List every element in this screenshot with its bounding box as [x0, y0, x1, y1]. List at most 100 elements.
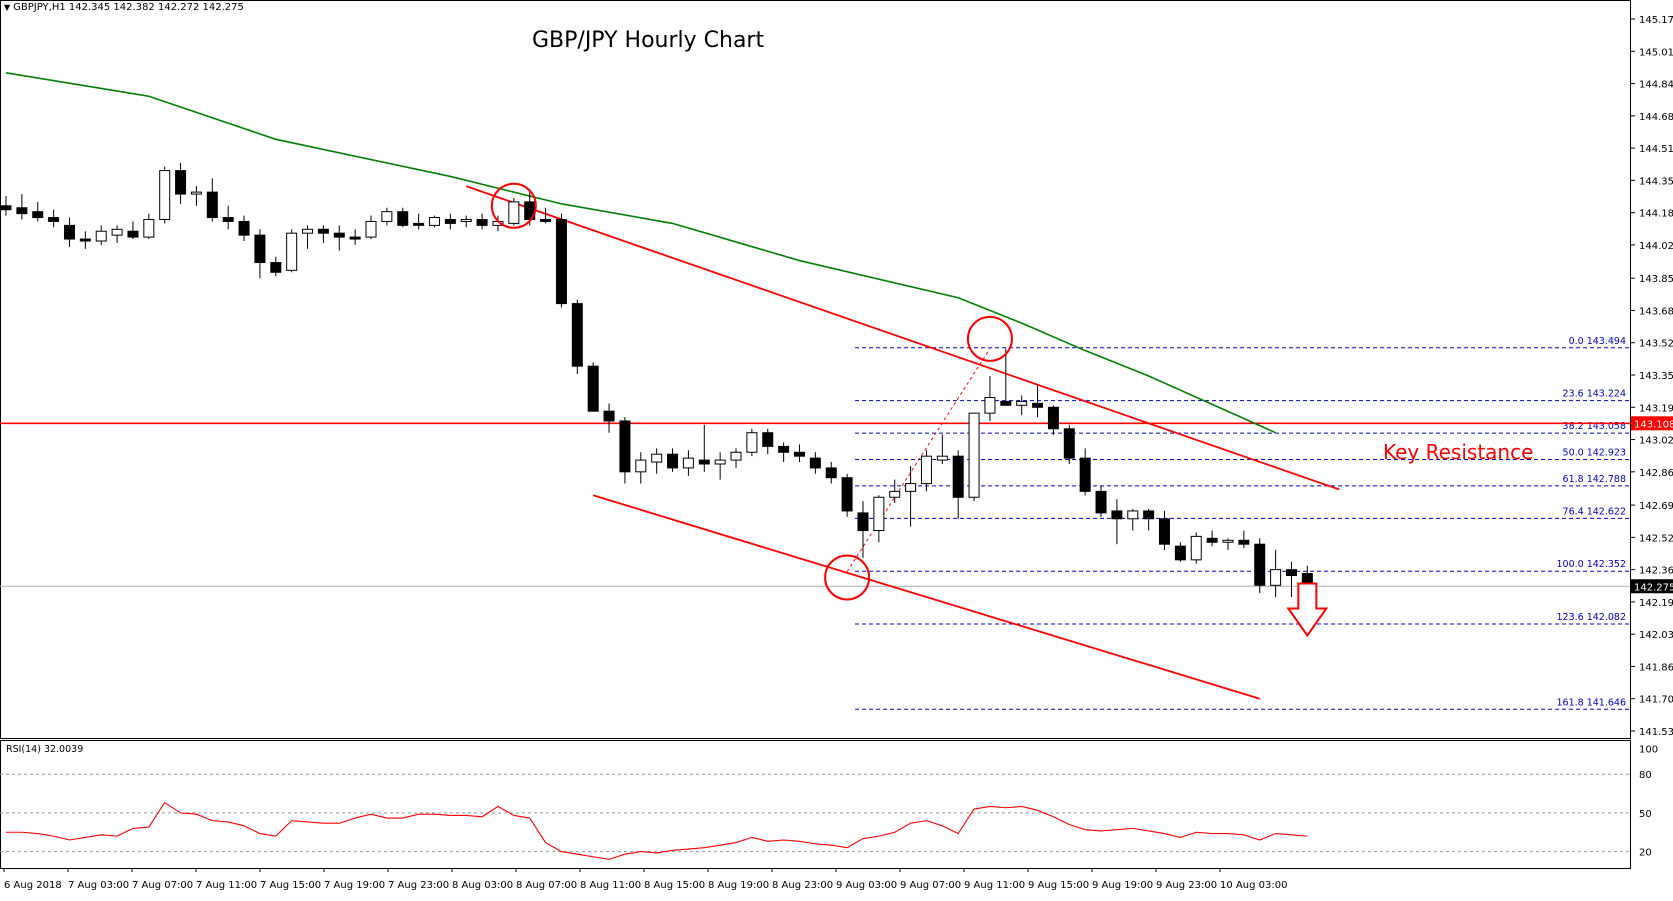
fib-level-label: 50.0 142.923 [1563, 448, 1626, 459]
dropdown-triangle-icon[interactable]: ▼ [4, 3, 11, 12]
candle-up [190, 191, 202, 195]
candle-up [936, 455, 948, 461]
candle-down [1047, 406, 1059, 430]
price-tick-label: 143.355 [1639, 371, 1673, 382]
time-tick-label: 7 Aug 19:00 [324, 880, 385, 891]
fib-level-label: 38.2 143.058 [1563, 421, 1626, 432]
rsi-title: RSI(14) 32.0039 [6, 744, 84, 755]
candle-down [0, 205, 12, 211]
candle-down [222, 217, 234, 222]
price-tick-label: 143.850 [1639, 274, 1673, 285]
candle-up [286, 232, 298, 271]
fib-level-label: 61.8 142.788 [1563, 474, 1626, 485]
price-tick-label: 144.020 [1639, 241, 1673, 252]
candle-up [1016, 400, 1028, 406]
candle-up [984, 396, 996, 414]
candle-up [159, 170, 171, 220]
main-pane-frame [0, 0, 1631, 739]
time-tick-label: 7 Aug 11:00 [196, 880, 257, 891]
resistance-price-badge [1631, 416, 1673, 431]
candle-down [1000, 400, 1012, 406]
candle-up [1222, 539, 1234, 543]
time-tick-label: 8 Aug 11:00 [580, 880, 641, 891]
candle-down [32, 211, 44, 219]
candle-down [175, 170, 187, 195]
time-tick-label: 8 Aug 23:00 [772, 880, 833, 891]
time-tick-label: 8 Aug 19:00 [708, 880, 769, 891]
fib-level-label: 23.6 143.224 [1563, 389, 1626, 400]
candle-down [79, 238, 91, 242]
candle-down [270, 262, 282, 273]
rsi-pane-frame [0, 740, 1631, 869]
time-tick-label: 9 Aug 11:00 [964, 880, 1025, 891]
candle-up [651, 453, 663, 463]
candle-down [1032, 402, 1044, 408]
candle-up [920, 455, 932, 485]
rsi-line [6, 801, 1308, 860]
time-tick-label: 9 Aug 23:00 [1156, 880, 1217, 891]
price-tick-label: 143.025 [1639, 436, 1673, 447]
price-tick-label: 141.700 [1639, 695, 1673, 706]
time-tick-label: 9 Aug 19:00 [1092, 880, 1153, 891]
candle-down [778, 445, 790, 453]
rsi-tick-label: 50 [1639, 809, 1652, 820]
time-tick-label: 7 Aug 03:00 [68, 880, 129, 891]
candle-down [476, 218, 488, 226]
time-tick-label: 9 Aug 15:00 [1028, 880, 1089, 891]
fib-level-label: 161.8 141.646 [1556, 697, 1626, 708]
rsi-tick-label: 20 [1639, 848, 1652, 859]
price-tick-label: 141.535 [1639, 727, 1673, 738]
candle-down [444, 218, 456, 224]
time-tick-label: 9 Aug 03:00 [836, 880, 897, 891]
fib-level-label: 123.6 142.082 [1556, 612, 1626, 623]
candle-up [1270, 569, 1282, 586]
candle-up [746, 432, 758, 453]
candle-down [1254, 543, 1266, 586]
candle-down [857, 512, 869, 532]
price-tick-label: 142.030 [1639, 630, 1673, 641]
candle-down [587, 365, 599, 412]
candle-down [762, 432, 774, 447]
time-tick-label: 9 Aug 07:00 [900, 880, 961, 891]
price-tick-label: 145.010 [1639, 47, 1673, 58]
candle-down [1206, 537, 1218, 543]
candle-down [317, 228, 329, 234]
candle-down [127, 230, 139, 238]
price-tick-label: 144.185 [1639, 209, 1673, 220]
price-tick-label: 144.845 [1639, 80, 1673, 91]
candle-down [397, 211, 409, 226]
highlight-circle [824, 554, 871, 601]
candle-down [254, 234, 266, 264]
candle-down [206, 191, 218, 219]
candle-down [413, 222, 425, 226]
candle-up [381, 211, 393, 222]
candle-up [508, 201, 520, 224]
symbol-header: ▼ GBPJPY,H1 142.345 142.382 142.272 142.2… [4, 2, 244, 13]
candle-down [1111, 510, 1123, 520]
chart-title: GBP/JPY Hourly Chart [532, 28, 765, 53]
upper-channel-line [465, 185, 1340, 491]
candle-up [111, 228, 123, 236]
price-tick-label: 144.515 [1639, 144, 1673, 155]
candle-down [698, 459, 710, 465]
candle-down [16, 207, 28, 215]
fib-swing-line [846, 348, 991, 572]
price-tick-label: 144.350 [1639, 176, 1673, 187]
candle-up [143, 218, 155, 238]
price-tick-label: 142.525 [1639, 533, 1673, 544]
candle-down [63, 224, 75, 240]
price-tick-label: 143.685 [1639, 306, 1673, 317]
candle-up [968, 412, 980, 498]
candle-up [302, 228, 314, 234]
candle-up [905, 483, 917, 492]
candle-down [619, 420, 631, 473]
price-tick-label: 142.690 [1639, 501, 1673, 512]
candle-down [825, 467, 837, 479]
candle-up [682, 457, 694, 469]
price-tick-label: 143.190 [1639, 403, 1673, 414]
time-tick-label: 8 Aug 15:00 [644, 880, 705, 891]
candle-down [1143, 510, 1155, 520]
candle-down [1159, 518, 1171, 545]
